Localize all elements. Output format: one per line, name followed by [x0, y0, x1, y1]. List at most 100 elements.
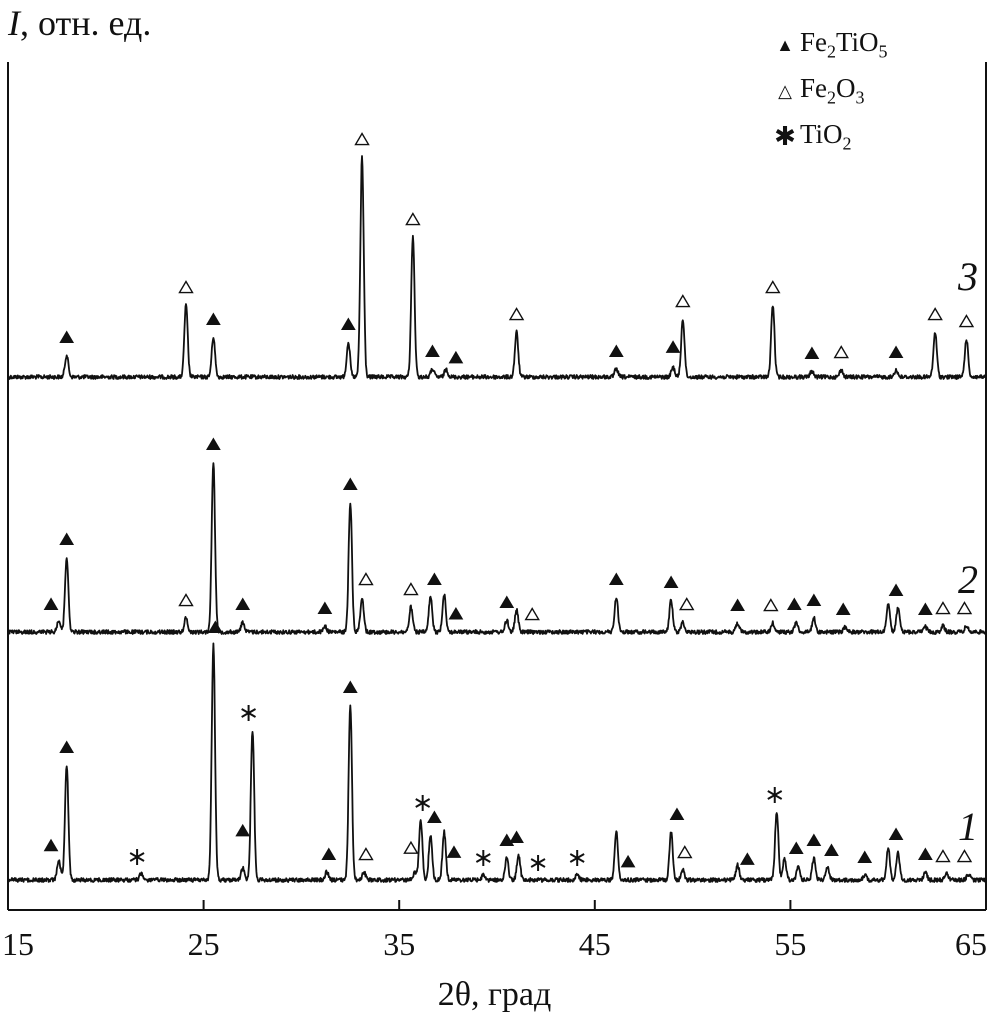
- fe2o3-marker: [679, 597, 695, 611]
- tio2-marker: [569, 850, 585, 866]
- fe2tio5-marker: [206, 437, 221, 451]
- x-tick-label: 15: [2, 926, 34, 962]
- fe2o3-marker: [178, 280, 194, 294]
- fe2o3-marker: [358, 572, 374, 586]
- legend-label: Fe2TiO5: [800, 27, 888, 62]
- fe2tio5-marker: [446, 845, 462, 858]
- legend: ▲ Fe2TiO5 △ Fe2O3 ✱ TiO2: [770, 22, 888, 160]
- fe2tio5-marker: [888, 345, 904, 359]
- fe2tio5-marker: [427, 810, 442, 824]
- fe2o3-marker: [403, 582, 419, 596]
- fe2tio5-marker: [321, 847, 337, 861]
- fe2tio5-marker: [730, 598, 745, 612]
- fe2tio5-marker: [669, 807, 685, 821]
- fe2tio5-marker: [788, 841, 804, 855]
- fe2tio5-marker: [206, 312, 221, 326]
- fe2tio5-marker: [235, 823, 251, 837]
- fe2tio5-marker: [59, 532, 75, 546]
- tio2-marker: [129, 849, 145, 865]
- axes: [7, 62, 987, 911]
- fe2o3-marker: [675, 294, 691, 308]
- fe2o3-marker: [524, 607, 540, 621]
- fe2tio5-marker: [509, 830, 524, 844]
- tio2-marker: [475, 850, 491, 866]
- fe2o3-marker: [354, 132, 370, 146]
- fe2o3-marker: [765, 280, 781, 294]
- fe2tio5-marker: [235, 597, 251, 611]
- fe2o3-marker: [956, 601, 973, 615]
- fe2tio5-marker: [317, 601, 333, 615]
- fe2tio5-marker: [824, 843, 839, 857]
- curve-label-2: 2: [958, 557, 978, 602]
- fe2o3-marker: [405, 212, 421, 226]
- fe2o3-marker: [958, 314, 975, 328]
- x-tick-label: 65: [955, 926, 987, 962]
- fe2tio5-marker: [425, 344, 440, 358]
- fe2tio5-marker: [917, 602, 933, 616]
- legend-label: TiO2: [800, 119, 852, 154]
- curve-label-3: 3: [957, 254, 978, 299]
- fe2tio5-marker: [888, 583, 904, 597]
- fe2tio5-marker: [427, 572, 442, 586]
- fe2tio5-marker: [448, 607, 464, 620]
- xrd-curve-2: [7, 462, 987, 635]
- fe2tio5-marker: [340, 317, 356, 331]
- legend-item: △ Fe2O3: [770, 68, 888, 114]
- legend-item: ▲ Fe2TiO5: [770, 22, 888, 68]
- y-axis-symbol: I: [8, 3, 20, 43]
- x-axis-label: 2θ, град: [437, 976, 552, 1013]
- asterisk-icon: ✱: [774, 122, 796, 151]
- xrd-curve-3: [7, 155, 987, 380]
- fe2tio5-marker: [608, 344, 624, 358]
- tio2-marker: [530, 855, 546, 871]
- fe2tio5-marker: [448, 350, 464, 364]
- open-triangle-icon: △: [778, 80, 792, 101]
- x-ticks: 15 25 35 45 55 65: [2, 900, 987, 962]
- fe2tio5-marker: [804, 346, 820, 360]
- fe2tio5-marker: [739, 852, 755, 865]
- legend-item: ✱ TiO2: [770, 114, 888, 160]
- fe2tio5-marker: [806, 593, 822, 607]
- fe2tio5-marker: [43, 597, 59, 610]
- fe2tio5-marker: [663, 575, 679, 589]
- fe2tio5-marker: [786, 597, 802, 611]
- tio2-marker: [415, 794, 431, 811]
- xrd-curve-1: [7, 642, 987, 883]
- fe2o3-marker: [178, 593, 194, 607]
- y-axis-label: I, отн. ед.: [8, 2, 151, 44]
- fe2o3-marker: [508, 307, 525, 321]
- fe2tio5-marker: [342, 680, 358, 694]
- fe2tio5-marker: [620, 854, 636, 868]
- fe2tio5-marker: [665, 340, 681, 353]
- curves: [7, 155, 987, 883]
- fe2tio5-marker: [43, 838, 59, 852]
- x-tick-label: 45: [579, 926, 611, 962]
- x-tick-label: 55: [774, 926, 806, 962]
- fe2o3-marker: [956, 849, 973, 863]
- fe2tio5-marker: [857, 850, 873, 864]
- fe2o3-marker: [927, 307, 943, 321]
- fe2tio5-marker: [59, 740, 75, 754]
- peak-markers: [43, 132, 975, 871]
- fe2o3-marker: [763, 598, 779, 612]
- fe2tio5-marker: [342, 477, 358, 491]
- x-tick-label: 25: [188, 926, 220, 962]
- y-axis-unit: , отн. ед.: [20, 3, 152, 43]
- fe2o3-marker: [677, 845, 693, 859]
- tio2-marker: [241, 705, 257, 721]
- tio2-marker: [767, 786, 783, 803]
- x-tick-label: 35: [383, 926, 415, 962]
- fe2tio5-marker: [806, 833, 822, 847]
- fe2tio5-marker: [888, 827, 904, 841]
- fe2o3-marker: [358, 847, 374, 861]
- fe2o3-marker: [833, 345, 849, 359]
- fe2tio5-marker: [207, 620, 223, 634]
- fe2tio5-marker: [917, 847, 933, 861]
- curve-labels: 3 2 1: [957, 254, 978, 849]
- fe2tio5-marker: [59, 330, 75, 344]
- fe2tio5-marker: [499, 595, 515, 609]
- fe2o3-marker: [935, 601, 951, 615]
- fe2tio5-marker: [835, 602, 851, 616]
- curve-label-1: 1: [958, 804, 978, 849]
- filled-triangle-icon: ▲: [776, 34, 794, 55]
